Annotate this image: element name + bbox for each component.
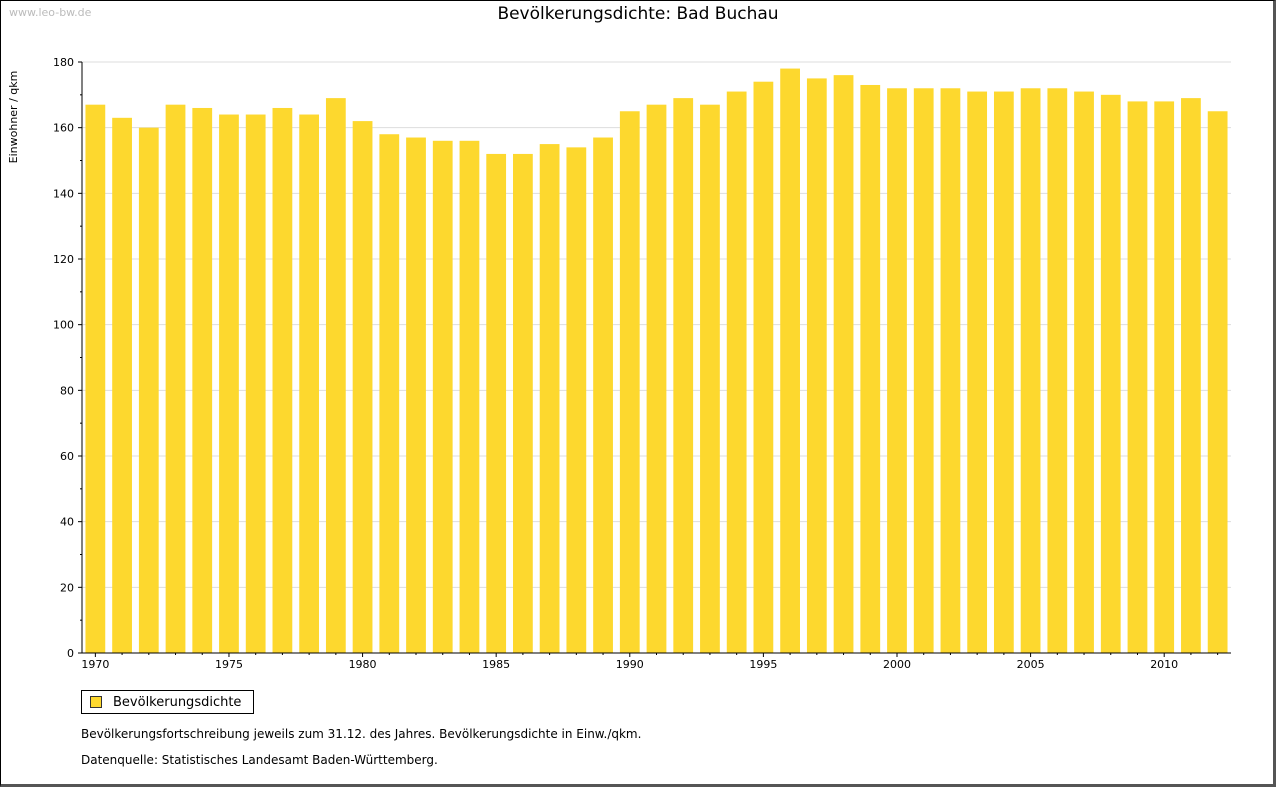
bar: [1100, 94, 1121, 654]
x-tick-label: 1975: [215, 658, 243, 671]
bar: [887, 88, 907, 654]
bar-chart: 0 20 40 60 80 100 120 140 160 180 1970 1975 1980 1985…: [7, 56, 1231, 671]
bar: [619, 111, 640, 653]
bar: [1154, 101, 1175, 653]
y-tick-label: 20: [60, 581, 74, 594]
bar: [700, 104, 720, 653]
bar: [1047, 88, 1068, 654]
bar: [513, 153, 533, 653]
bar: [646, 104, 667, 653]
legend-label: Bevölkerungsdichte: [113, 694, 242, 710]
bar: [299, 114, 320, 654]
legend-swatch: [90, 696, 102, 708]
bar: [833, 75, 854, 654]
bar: [272, 107, 293, 653]
bar: [753, 81, 774, 653]
bar: [1020, 88, 1041, 654]
bar: [85, 104, 106, 653]
legend: Bevölkerungsdichte: [81, 690, 255, 714]
bar: [673, 98, 694, 653]
bar: [1127, 101, 1148, 653]
y-axis-label: Einwohner / qkm: [7, 71, 20, 164]
x-tick-label: 2010: [1150, 658, 1178, 671]
footnote-source: Datenquelle: Statistisches Landesamt Bad…: [81, 753, 438, 767]
bar: [406, 137, 426, 653]
y-tick-label: 180: [53, 56, 74, 69]
watermark: www.leo-bw.de: [9, 6, 92, 19]
bar: [219, 114, 239, 654]
y-tick-label: 120: [53, 253, 74, 266]
x-tick-label: 2000: [883, 658, 911, 671]
bar: [165, 104, 186, 653]
bar: [459, 140, 480, 654]
y-tick-label: 160: [53, 122, 74, 135]
x-tick-label: 1980: [349, 658, 377, 671]
bar: [993, 91, 1014, 654]
x-tick-label: 1985: [482, 658, 510, 671]
bar: [138, 127, 159, 653]
chart-title: Bevölkerungsdichte: Bad Buchau: [497, 4, 779, 24]
bar: [539, 144, 560, 654]
footnote-methodology: Bevölkerungsfortschreibung jeweils zum 3…: [81, 727, 642, 741]
bar: [726, 91, 747, 654]
bar: [245, 114, 266, 654]
bar: [940, 88, 961, 654]
bar: [379, 134, 400, 653]
bar: [432, 140, 453, 654]
x-tick-label: 2005: [1017, 658, 1045, 671]
bar: [1207, 111, 1228, 653]
y-tick-label: 40: [60, 516, 74, 529]
y-tick-label: 140: [53, 187, 74, 200]
x-tick-label: 1990: [616, 658, 644, 671]
bar: [112, 117, 132, 654]
bar: [1181, 98, 1201, 653]
bar: [566, 147, 587, 653]
bar: [860, 84, 881, 653]
bar: [806, 78, 827, 653]
bar: [967, 91, 988, 654]
bar: [325, 98, 346, 653]
x-tick-label: 1995: [749, 658, 777, 671]
y-tick-label: 80: [60, 384, 74, 397]
x-tick-label: 1970: [81, 658, 109, 671]
bar: [352, 121, 373, 654]
y-tick-label: 100: [53, 319, 74, 332]
bar: [192, 107, 213, 653]
bar: [593, 137, 613, 653]
bar: [780, 68, 800, 654]
y-tick-label: 60: [60, 450, 74, 463]
bar: [913, 88, 934, 654]
bar: [486, 153, 507, 653]
y-tick-label: 0: [67, 647, 74, 660]
bar: [1074, 91, 1094, 654]
